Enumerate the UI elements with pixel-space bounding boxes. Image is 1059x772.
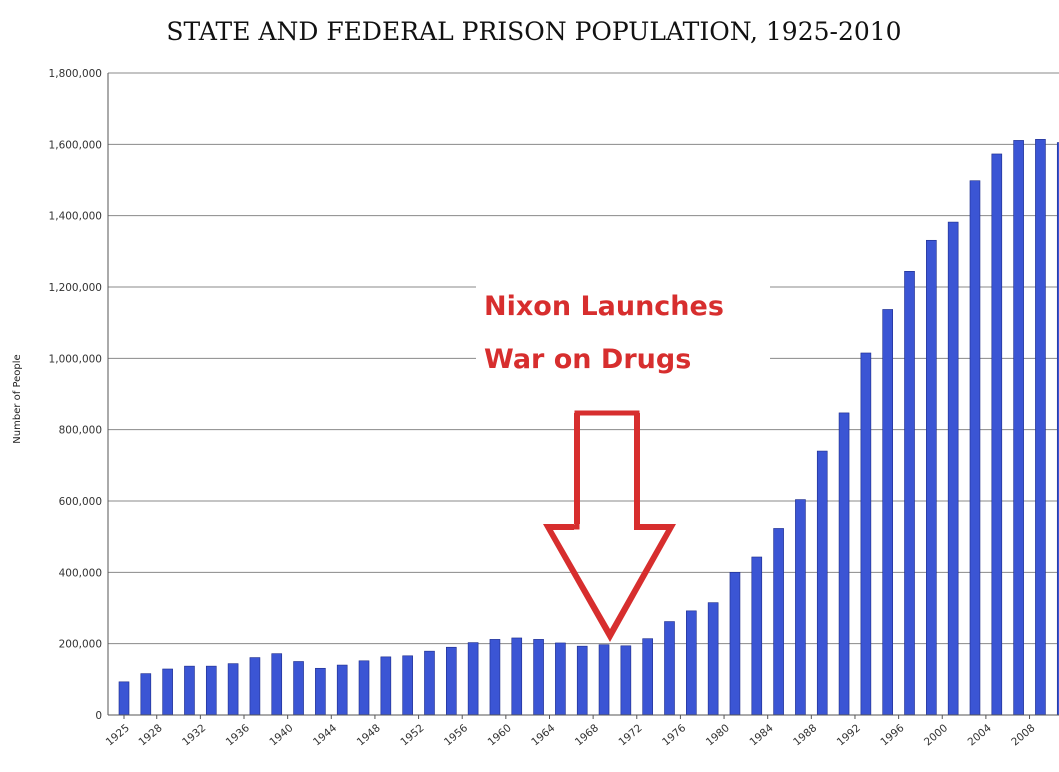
- bar-1989: [816, 450, 828, 716]
- y-tick-label: 1,800,000: [49, 68, 102, 80]
- bar-1967: [576, 645, 588, 716]
- y-tick-label: 1,200,000: [49, 282, 102, 294]
- bar-1985: [773, 528, 784, 716]
- chart-title: STATE AND FEDERAL PRISON POPULATION, 192…: [166, 17, 901, 46]
- bar-1937: [249, 657, 261, 716]
- bars: [118, 139, 1059, 716]
- x-tick-label: 1984: [747, 722, 775, 749]
- y-tick-label: 1,000,000: [49, 353, 102, 365]
- y-tick-label: 200,000: [59, 639, 102, 651]
- bar-1993: [860, 352, 872, 716]
- bar-1957: [467, 642, 479, 716]
- bar-1977: [686, 610, 697, 716]
- bar-1935: [227, 663, 239, 716]
- x-tick-label: 1932: [180, 722, 208, 748]
- x-tick-label: 1944: [311, 722, 339, 749]
- bar-1969: [598, 644, 610, 716]
- x-tick-label: 1964: [529, 722, 557, 749]
- bar-1983: [751, 556, 763, 716]
- bar-2003: [969, 180, 981, 716]
- x-tick-label: 1940: [267, 722, 295, 748]
- x-tick-label: 1996: [878, 722, 906, 749]
- bar-1941: [293, 661, 304, 716]
- bar-1987: [795, 499, 806, 716]
- x-tick-label: 1976: [660, 722, 688, 749]
- bar-2009: [1035, 139, 1046, 716]
- bar-2001: [947, 221, 959, 716]
- y-axis-label: Number of People: [12, 354, 23, 443]
- bar-1949: [380, 656, 392, 716]
- bar-1953: [424, 650, 435, 716]
- x-tick-label: 1992: [835, 722, 863, 748]
- x-tick-label: 2004: [966, 722, 994, 749]
- x-tick-label: 1980: [704, 722, 732, 748]
- bar-1929: [162, 668, 173, 716]
- y-tick-label: 1,400,000: [49, 211, 102, 223]
- x-tick-label: 1928: [136, 722, 164, 748]
- bar-1945: [336, 664, 348, 716]
- x-tick-label: 1972: [617, 722, 645, 748]
- bar-1965: [555, 642, 566, 716]
- bar-1979: [707, 602, 719, 716]
- bar-2011: [1056, 142, 1059, 716]
- x-tick-label: 1948: [355, 722, 383, 748]
- x-tick-label: 1956: [442, 722, 470, 749]
- bar-1981: [729, 572, 741, 716]
- annotation-background: [476, 276, 770, 386]
- y-tick-label: 800,000: [59, 425, 102, 437]
- bar-1939: [271, 653, 283, 716]
- annotation-line-1: Nixon Launches: [484, 291, 724, 322]
- bar-1991: [838, 412, 850, 716]
- y-tick-label: 400,000: [59, 567, 102, 579]
- x-tick-label: 2000: [922, 722, 950, 748]
- bar-1955: [445, 646, 457, 716]
- bar-1963: [533, 639, 544, 716]
- bar-1931: [184, 665, 195, 716]
- bar-1959: [489, 639, 501, 716]
- x-tick-label: 2008: [1009, 722, 1037, 748]
- bar-1973: [642, 638, 653, 716]
- bar-1975: [664, 621, 675, 716]
- x-tick-label: 1960: [486, 722, 514, 748]
- bar-1961: [511, 637, 523, 716]
- x-tick-label: 1988: [791, 722, 819, 748]
- bar-2007: [1013, 140, 1024, 716]
- x-tick-label: 1925: [104, 722, 132, 748]
- down-arrow-outline-icon: [543, 410, 676, 642]
- y-axis-ticks: 0 200,000 400,000 600,000 800,000 1,000,000 1,…: [49, 68, 102, 722]
- x-tick-label: 1952: [398, 722, 426, 748]
- x-tick-label: 1968: [573, 722, 601, 748]
- bar-1947: [358, 660, 370, 716]
- bar-1925: [118, 681, 130, 716]
- bar-1951: [402, 655, 413, 716]
- bar-1995: [882, 309, 894, 716]
- x-axis-ticks: 1925 1928 1932 1936 1940 1944 1948 1952 1956 1960…: [104, 715, 1037, 749]
- annotation-line-2: War on Drugs: [484, 344, 691, 375]
- bar-1933: [205, 665, 217, 716]
- x-tick-label: 1936: [224, 722, 252, 749]
- y-tick-label: 0: [95, 710, 102, 722]
- bar-2005: [991, 153, 1003, 716]
- bar-1927: [140, 673, 152, 716]
- bar-1971: [620, 645, 632, 716]
- bar-1997: [904, 271, 915, 716]
- bar-1999: [926, 239, 937, 716]
- y-tick-label: 600,000: [59, 496, 102, 508]
- y-tick-label: 1,600,000: [49, 139, 102, 151]
- bar-1943: [315, 667, 326, 716]
